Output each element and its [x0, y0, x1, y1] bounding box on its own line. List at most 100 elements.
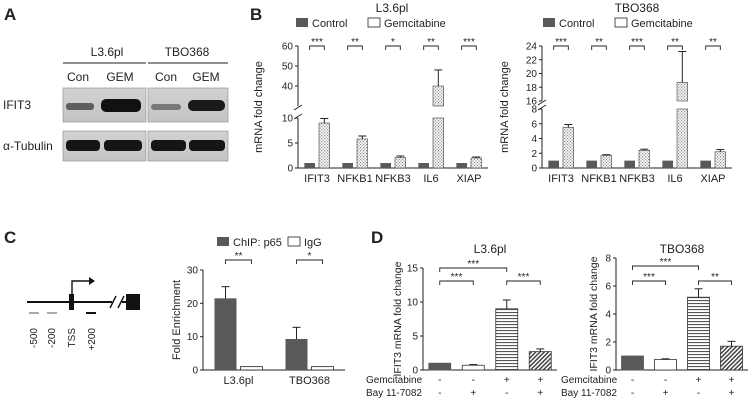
significance-bracket: [591, 45, 607, 50]
bar-control: [380, 163, 391, 168]
bar-gemcitabine: [356, 138, 368, 169]
blot-band: [66, 140, 100, 151]
blot-lane-label: GEM: [106, 70, 133, 84]
bar-gemcitabine: [714, 151, 726, 169]
bar-gemcitabine-upper: [432, 85, 444, 107]
significance-label: ***: [643, 272, 655, 283]
blot-lane-label: Con: [67, 70, 89, 84]
condition-row-label: Bay 11-7082: [366, 388, 422, 399]
blot-band: [151, 140, 186, 151]
significance-label: *: [308, 251, 312, 262]
significance-label: *: [391, 37, 395, 48]
legend-swatch-control: [543, 18, 555, 27]
significance-bracket: [629, 45, 645, 50]
y-tick-label: 60: [282, 42, 294, 53]
condition-sign: +: [537, 388, 543, 399]
y-axis-label: Fold Enrichment: [171, 280, 183, 360]
bar-gemcitabine: [638, 150, 650, 169]
x-tick-label: IFIT3: [548, 173, 574, 185]
y-tick-label: 5: [287, 139, 293, 150]
condition-sign: -: [438, 375, 441, 386]
y-tick-label: 40: [282, 82, 294, 93]
y-tick-label: 6: [531, 119, 537, 130]
significance-label: ***: [311, 37, 323, 48]
chart-title: TBO368: [615, 1, 660, 15]
x-tick-label: NFKB3: [375, 173, 410, 185]
condition-sign: +: [504, 375, 510, 386]
significance-bracket: [553, 45, 569, 50]
legend-label: ChIP: p65: [233, 237, 282, 249]
x-tick-label: IL6: [423, 173, 438, 185]
y-tick-label: 6: [605, 282, 611, 293]
exon-block: [126, 294, 140, 310]
significance-label: ***: [463, 37, 475, 48]
tss-arrow: [71, 280, 89, 294]
bar-condition-1: [621, 355, 644, 371]
chart-title: L3.6pl: [474, 242, 507, 256]
panel-c: C -500 -200 TSS +200 ChIP: p65 IgG 0 10 20 30…: [4, 228, 345, 387]
legend-label: Control: [559, 18, 594, 30]
y-tick-label: 16: [526, 97, 538, 108]
condition-sign: -: [664, 375, 667, 386]
significance-bracket: [461, 45, 477, 50]
significance-label: **: [711, 272, 719, 283]
blot-band: [104, 140, 142, 151]
blot-lane-label: GEM: [192, 70, 219, 84]
significance-bracket: [296, 259, 323, 264]
bar-gemcitabine: [394, 157, 406, 169]
bar-condition-3: [687, 296, 710, 371]
y-tick-label: 4: [605, 310, 611, 321]
bar-gemcitabine: [562, 127, 574, 169]
legend-label: Control: [312, 18, 347, 30]
y-tick-label: 20: [526, 69, 538, 80]
legend-label: IgG: [304, 237, 322, 249]
y-tick-label: 4: [531, 134, 537, 145]
blot-row-label-tubulin: α-Tubulin: [3, 139, 53, 153]
legend-label: Gemcitabine: [631, 18, 693, 30]
bar-control: [342, 163, 353, 168]
position-label: -200: [47, 328, 58, 348]
y-axis-label: IFIT3 mRNA fold change: [392, 261, 404, 376]
significance-label: **: [235, 251, 243, 262]
significance-bracket: [225, 259, 252, 264]
condition-row-label: Gemcitabine: [561, 375, 618, 386]
y-tick-label: 2: [531, 149, 537, 160]
panel-letter-d: D: [371, 228, 383, 247]
condition-sign: -: [472, 375, 475, 386]
bar-control: [418, 163, 429, 168]
x-tick-label: NFKB1: [337, 173, 372, 185]
y-tick-label: 0: [192, 366, 198, 377]
y-tick-label: 24: [526, 42, 538, 53]
condition-sign: +: [663, 388, 669, 399]
significance-label: **: [595, 37, 603, 48]
blot-row-label-ifit3: IFIT3: [3, 98, 31, 112]
y-axis-label: mRNA fold change: [253, 61, 265, 153]
significance-bracket: [698, 280, 732, 285]
legend-swatch-chip: [217, 237, 229, 246]
x-tick-label: NFKB1: [581, 173, 616, 185]
condition-sign: -: [505, 388, 508, 399]
bar-chip-p65: [214, 298, 237, 370]
bar-gemcitabine: [600, 155, 612, 169]
significance-bracket: [632, 265, 699, 270]
condition-sign: +: [729, 388, 735, 399]
significance-label: **: [427, 37, 435, 48]
tss-exon-block: [69, 294, 74, 310]
chart-d-tbo368: TBO368 0 2 4 6 8 IFIT3 mRNA fold change - - - + + - +…: [561, 242, 748, 399]
bar-condition-3: [495, 308, 519, 371]
significance-bracket: [385, 45, 401, 50]
panel-letter-a: A: [4, 5, 16, 24]
bar-condition-2: [461, 364, 485, 371]
condition-sign: +: [537, 375, 543, 386]
blot-band: [189, 140, 225, 151]
condition-row-label: Bay 11-7082: [561, 388, 617, 399]
significance-label: ***: [631, 37, 643, 48]
bar-control: [700, 160, 711, 168]
y-tick-label: 30: [187, 266, 199, 277]
chart-c-chip: ChIP: p65 IgG 0 10 20 30 Fold Enrichment L3.6pl…: [171, 236, 345, 387]
condition-sign: -: [631, 388, 634, 399]
significance-bracket: [705, 45, 721, 50]
